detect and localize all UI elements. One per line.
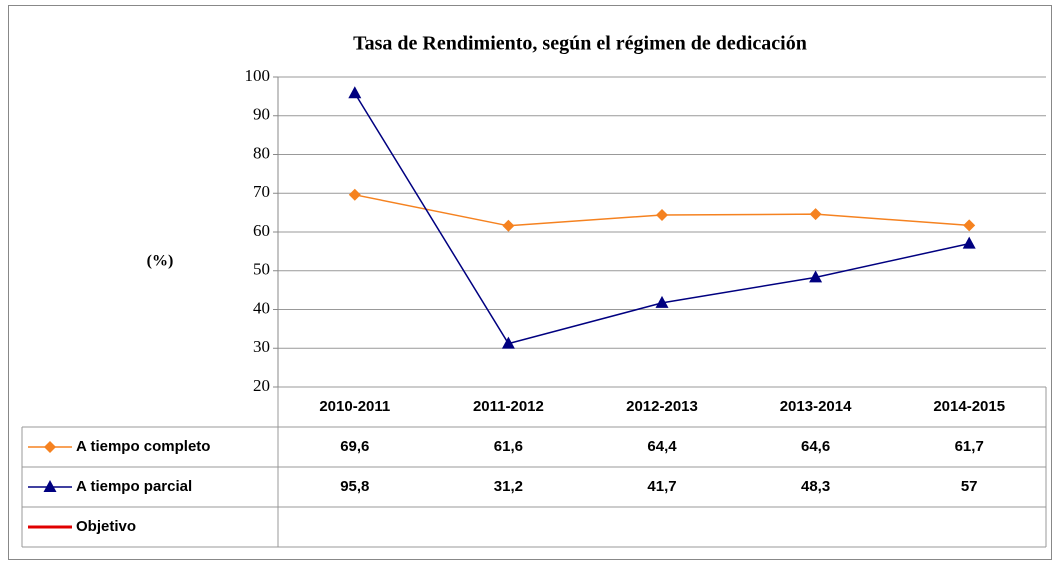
point — [348, 86, 362, 99]
x-tick-label: 2010-2011 — [319, 398, 390, 415]
y-tick-label: 50 — [253, 260, 270, 279]
legend-label: Objetivo — [76, 518, 136, 535]
point — [501, 336, 515, 349]
point — [348, 188, 361, 201]
table-value: 57 — [961, 478, 978, 495]
point — [962, 236, 976, 249]
table-value: 64,6 — [801, 438, 830, 455]
y-tick-label: 30 — [253, 337, 270, 356]
chart-title: Tasa de Rendimiento, según el régimen de… — [353, 33, 807, 55]
y-tick-label: 20 — [253, 376, 270, 395]
legend-marker — [44, 441, 56, 453]
legend-label: A tiempo completo — [76, 438, 210, 455]
point — [963, 219, 976, 232]
point — [502, 219, 515, 232]
y-tick-label: 100 — [245, 66, 271, 85]
legend-label: A tiempo parcial — [76, 478, 192, 495]
table-value: 61,6 — [494, 438, 523, 455]
point — [809, 208, 822, 221]
table-value: 41,7 — [647, 478, 676, 495]
y-tick-label: 80 — [253, 143, 270, 162]
x-tick-label: 2014-2015 — [933, 398, 1005, 415]
table-value: 64,4 — [647, 438, 677, 455]
table-value: 95,8 — [340, 478, 369, 495]
y-tick-label: 60 — [253, 221, 270, 240]
y-tick-label: 40 — [253, 298, 270, 317]
x-tick-label: 2011-2012 — [473, 398, 544, 415]
chart-border — [8, 5, 1052, 560]
y-tick-label: 70 — [253, 182, 270, 201]
y-axis-label: (%) — [147, 253, 174, 270]
point — [809, 270, 823, 283]
point — [656, 208, 668, 221]
x-tick-label: 2012-2013 — [626, 398, 698, 415]
table-value: 31,2 — [494, 478, 523, 495]
y-tick-label: 90 — [253, 105, 270, 124]
table-value: 61,7 — [955, 438, 984, 455]
point — [655, 295, 669, 308]
legend-marker — [43, 480, 57, 492]
x-tick-label: 2013-2014 — [780, 398, 852, 415]
table-value: 48,3 — [801, 478, 830, 495]
table-value: 69,6 — [340, 438, 369, 455]
